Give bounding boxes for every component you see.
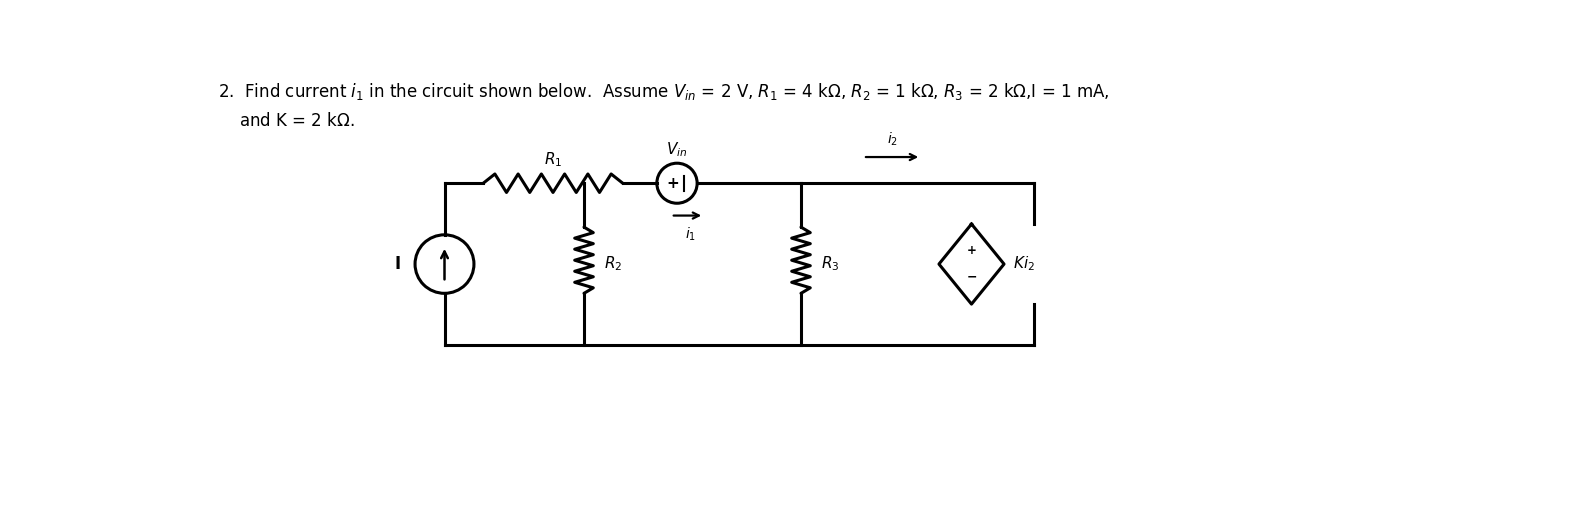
Text: $V_{in}$: $V_{in}$ bbox=[667, 140, 687, 159]
Text: $R_2$: $R_2$ bbox=[604, 255, 623, 273]
Text: $R_1$: $R_1$ bbox=[544, 151, 563, 169]
Text: I: I bbox=[395, 255, 401, 273]
Text: $i_1$: $i_1$ bbox=[685, 226, 696, 243]
Text: 2.  Find current $i_1$ in the circuit shown below.  Assume $V_{in}$ = 2 V, $R_1$: 2. Find current $i_1$ in the circuit sho… bbox=[219, 81, 1110, 102]
Text: $Ki_2$: $Ki_2$ bbox=[1014, 255, 1036, 273]
Text: +: + bbox=[967, 245, 976, 258]
Text: +: + bbox=[667, 176, 679, 191]
Text: and K = 2 k$\Omega$.: and K = 2 k$\Omega$. bbox=[239, 112, 355, 130]
Text: $i_2$: $i_2$ bbox=[887, 130, 898, 148]
Text: $R_3$: $R_3$ bbox=[821, 255, 839, 273]
Text: −: − bbox=[967, 271, 976, 284]
